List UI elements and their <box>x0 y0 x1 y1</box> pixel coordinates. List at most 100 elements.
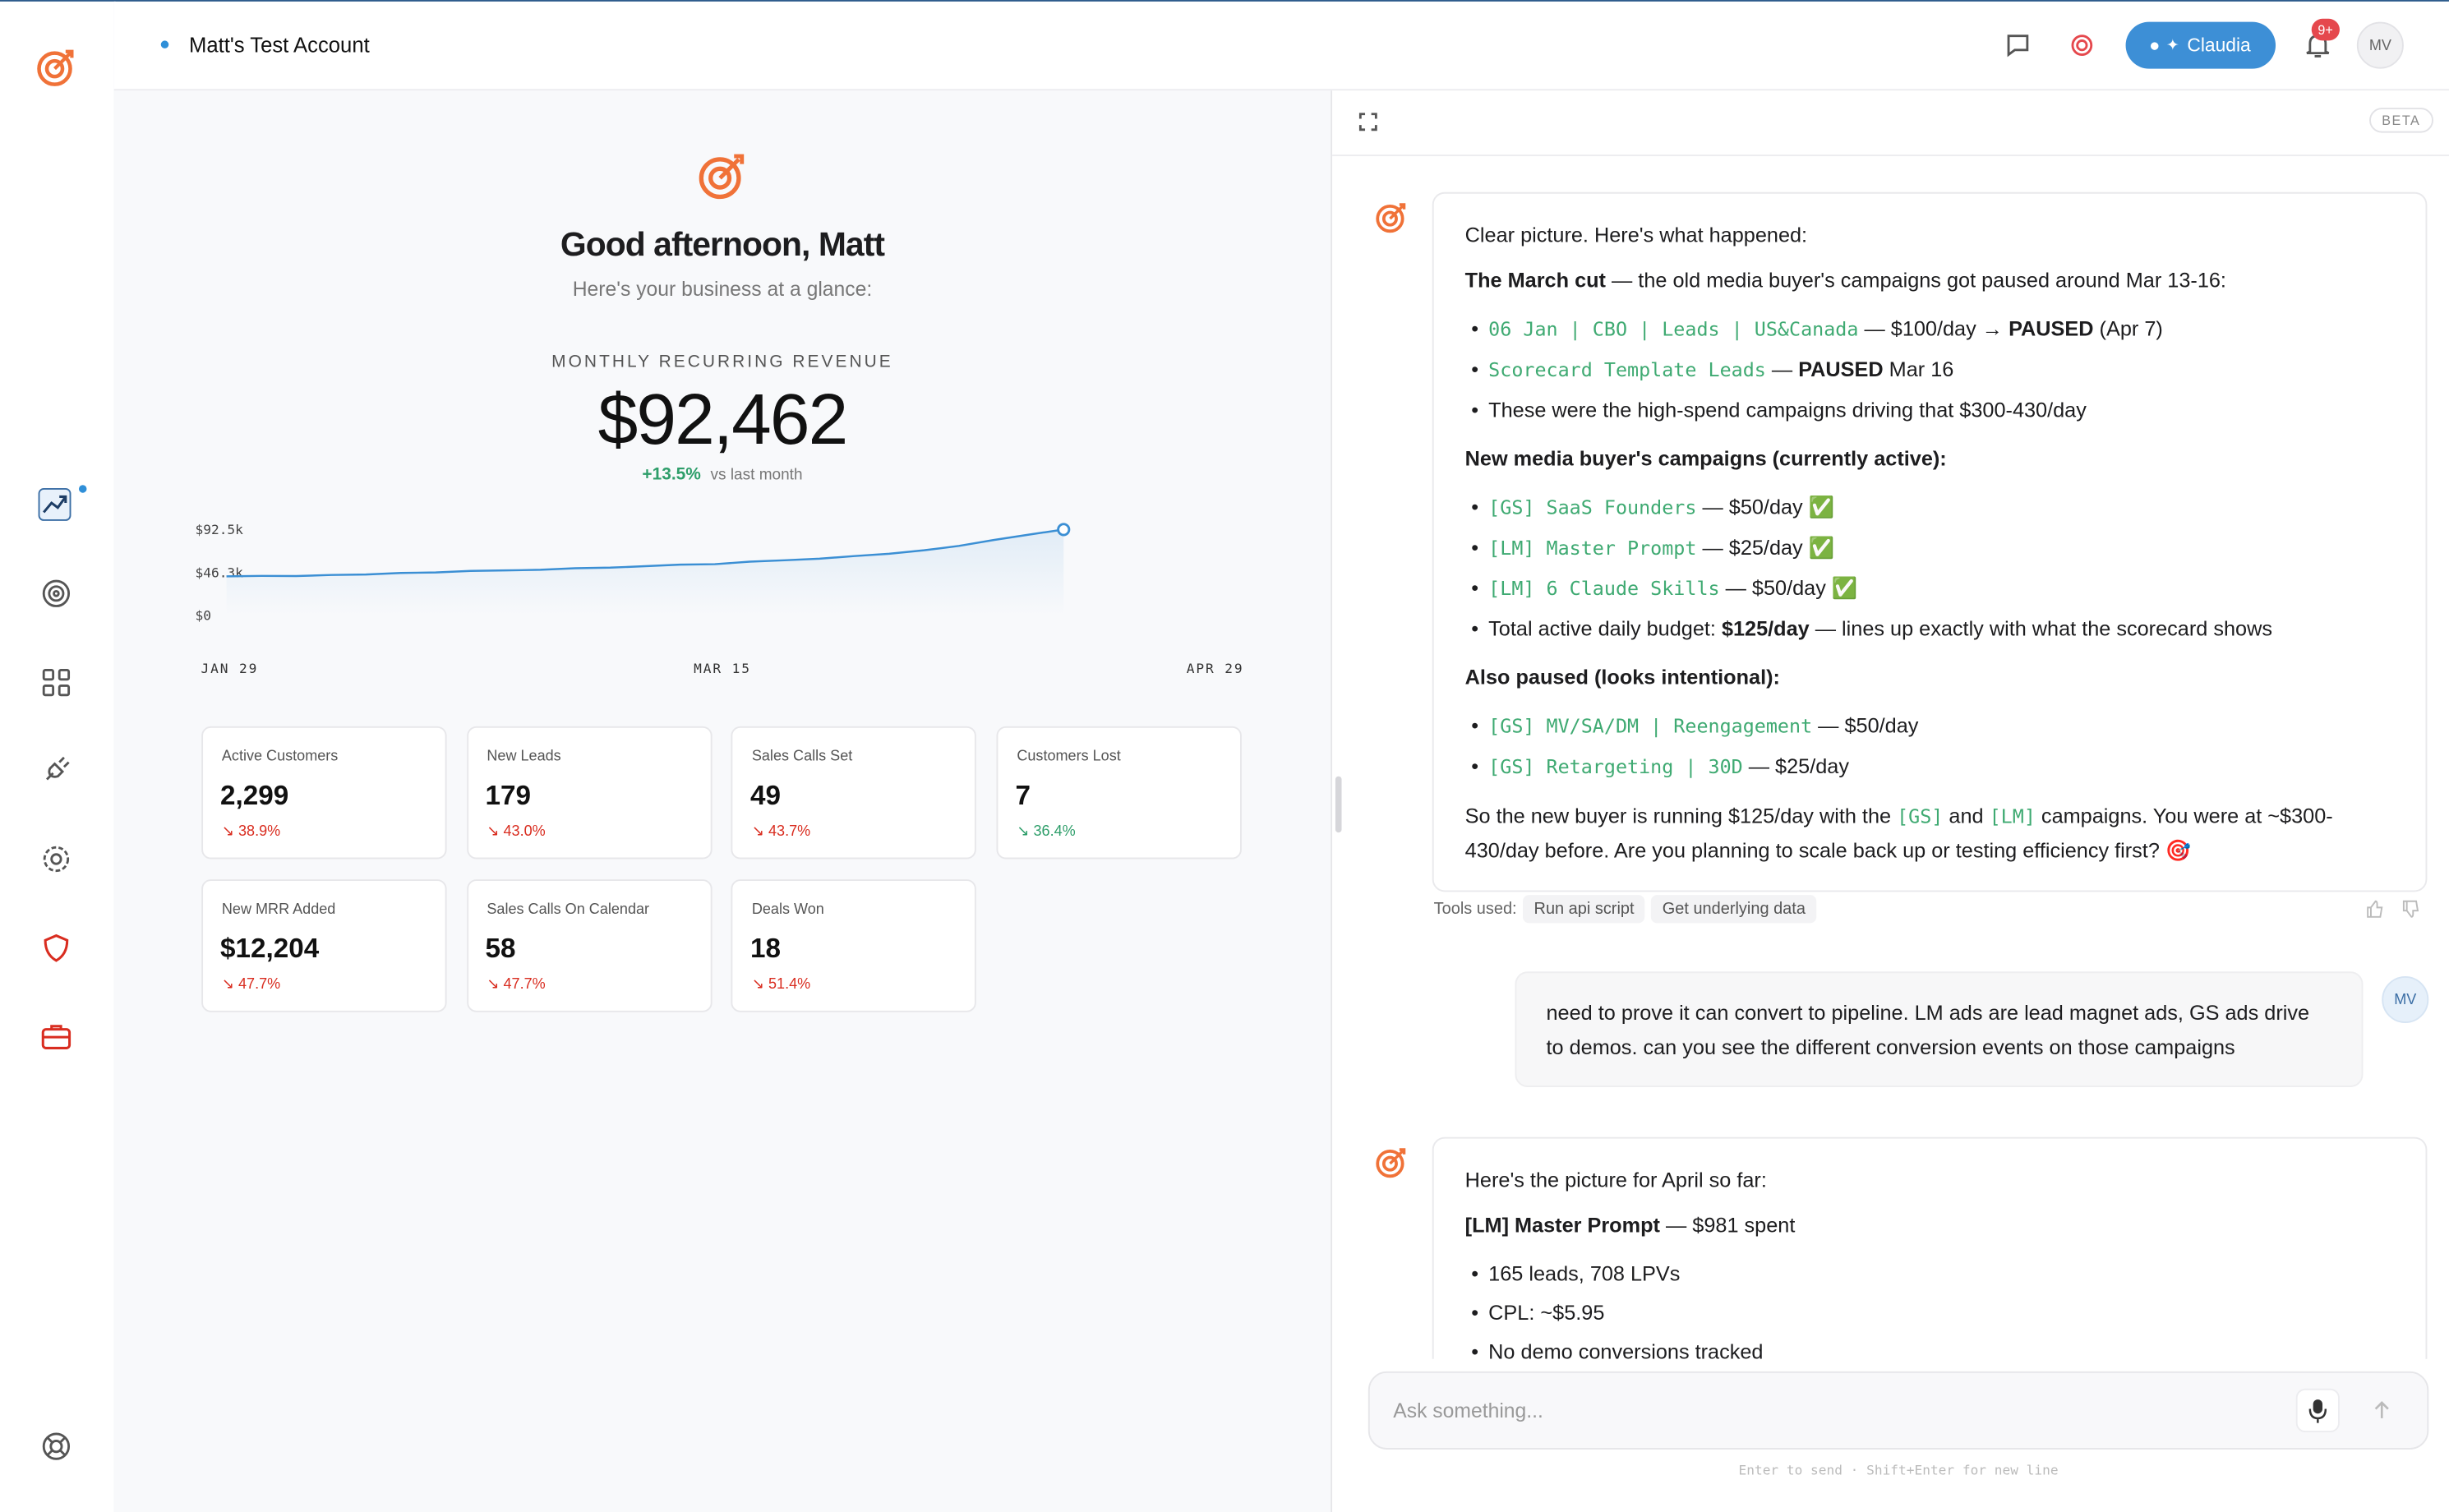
list-item: No demo conversions tracked <box>1465 1332 2395 1358</box>
list-item: CPL: ~$5.95 <box>1465 1293 2395 1333</box>
text: — $50/day ✅ <box>1719 576 1858 600</box>
x-tick-label: MAR 15 <box>694 661 751 676</box>
paragraph: New media buyer's campaigns (currently a… <box>1465 442 2395 475</box>
text: So the new buyer is running $125/day wit… <box>1464 804 1898 828</box>
text: — <box>1765 357 1799 381</box>
logo[interactable] <box>35 45 78 89</box>
input-placeholder: Ask something... <box>1393 1399 1543 1422</box>
card-value: 179 <box>485 779 531 811</box>
messages-icon[interactable] <box>2005 33 2030 58</box>
text: No demo conversions tracked <box>1488 1339 1764 1359</box>
y-tick-label: $0 <box>196 608 211 624</box>
mrr-change: +13.5% <box>642 465 701 485</box>
chat-input[interactable]: Ask something... <box>1367 1371 2429 1450</box>
card-label: Customers Lost <box>1017 748 1121 766</box>
assistant-message: Here's the picture for April so far: [LM]… <box>1432 1136 2428 1359</box>
account-name[interactable]: Matt's Test Account <box>188 33 370 58</box>
nav-settings[interactable] <box>40 843 71 874</box>
text: campaigns. You were at ~$300-430/day bef… <box>1464 804 2333 863</box>
y-tick-label: $92.5k <box>196 522 244 537</box>
assistant-message: Clear picture. Here's what happened: The … <box>1432 191 2428 892</box>
code-text: [GS] Retargeting | 30D <box>1488 755 1743 778</box>
paragraph: Also paused (looks intentional): <box>1465 661 2395 694</box>
card-value: 18 <box>749 932 781 964</box>
nav-tools[interactable] <box>40 1023 71 1051</box>
notification-badge: 9+ <box>2311 18 2340 41</box>
list-item: 06 Jan | CBO | Leads | US&Canada — $100/… <box>1465 309 2395 349</box>
tools-used: Tools used: Run api script Get underlying … <box>1434 895 1817 924</box>
text: Here's the picture for April so far: <box>1464 1168 1767 1192</box>
nav-trends[interactable] <box>38 484 91 524</box>
text: 165 leads, 708 LPVs <box>1488 1261 1681 1286</box>
text: — the old media buyer's campaigns got pa… <box>1605 268 2226 293</box>
nav-security[interactable] <box>42 933 70 964</box>
nav-apps[interactable] <box>42 669 71 697</box>
dashboard-logo <box>699 154 745 200</box>
text: — $50/day <box>1812 713 1919 738</box>
stat-card: Customers Lost 7 ↘ 36.4% <box>996 726 1243 860</box>
card-change: ↘ 47.7% <box>221 976 281 993</box>
status-dot <box>160 40 169 48</box>
bold-text: PAUSED <box>1798 357 1884 381</box>
bold-text: The March cut <box>1464 268 1606 293</box>
stat-card: Deals Won 18 ↘ 51.4% <box>731 879 977 1012</box>
text: — $100/day → <box>1858 316 2009 341</box>
bold-text: PAUSED <box>2009 316 2094 341</box>
target-icon[interactable] <box>2069 33 2094 58</box>
list-item: [GS] SaaS Founders — $50/day ✅ <box>1465 487 2395 528</box>
assistant-button[interactable]: ✦ Claudia <box>2125 21 2276 69</box>
code-text: [LM] Master Prompt <box>1488 537 1697 560</box>
text: CPL: ~$5.95 <box>1488 1301 1605 1325</box>
bold-text: Also paused (looks intentional): <box>1464 665 1780 689</box>
send-button[interactable] <box>2371 1399 2393 1422</box>
mic-button[interactable] <box>2295 1388 2340 1433</box>
list-item: 165 leads, 708 LPVs <box>1465 1254 2395 1293</box>
sidebar <box>0 1 116 1512</box>
text: Total active daily budget: <box>1488 616 1722 641</box>
text: — $25/day <box>1742 754 1849 778</box>
card-value: 7 <box>1015 779 1031 811</box>
text: and <box>1943 804 1990 828</box>
divider <box>1332 154 2449 157</box>
assistant-label: Claudia <box>2187 34 2251 57</box>
nav-goals[interactable] <box>40 578 71 609</box>
text: — $50/day ✅ <box>1696 495 1835 519</box>
dashboard: Good afternoon, Matt Here's your busines… <box>113 90 1333 1512</box>
greeting: Good afternoon, Matt <box>560 225 885 264</box>
text: These were the high-spend campaigns driv… <box>1488 398 2087 422</box>
card-change: ↘ 47.7% <box>487 976 546 993</box>
code-text: 06 Jan | CBO | Leads | US&Canada <box>1488 318 1859 341</box>
card-value: 2,299 <box>219 779 289 811</box>
x-tick-label: JAN 29 <box>201 661 259 676</box>
code-text: [LM] 6 Claude Skills <box>1488 578 1720 600</box>
mrr-change-note: vs last month <box>710 467 803 485</box>
card-label: New Leads <box>487 748 561 766</box>
user-avatar[interactable]: MV <box>2356 21 2404 69</box>
list-item: These were the high-spend campaigns driv… <box>1465 390 2395 430</box>
user-message-avatar: MV <box>2382 976 2429 1024</box>
card-change: ↘ 36.4% <box>1017 823 1076 841</box>
nav-help[interactable] <box>40 1431 71 1462</box>
code-text: Scorecard Template Leads <box>1488 359 1766 381</box>
stat-card: Sales Calls Set 49 ↘ 43.7% <box>731 726 977 860</box>
card-change: ↘ 38.9% <box>221 823 281 841</box>
nav-integrations[interactable] <box>40 754 71 786</box>
bold-text: New media buyer's campaigns (currently a… <box>1464 446 1947 471</box>
paragraph: The March cut — the old media buyer's ca… <box>1465 264 2395 297</box>
x-tick-label: APR 29 <box>1187 661 1244 676</box>
feedback-buttons[interactable] <box>2366 900 2419 919</box>
stat-cards: Active Customers 2,299 ↘ 38.9% New Leads 179… <box>201 726 1243 1012</box>
card-value: 58 <box>485 932 516 964</box>
resize-handle[interactable] <box>1335 776 1342 833</box>
text: — $25/day ✅ <box>1696 535 1835 560</box>
card-change: ↘ 43.7% <box>751 823 811 841</box>
expand-icon[interactable] <box>1358 113 1377 131</box>
text: (Apr 7) <box>2093 316 2163 341</box>
tool-chip: Get underlying data <box>1651 895 1817 924</box>
code-text: [GS] MV/SA/DM | Reengagement <box>1488 715 1813 738</box>
chat-scroll: Clear picture. Here's what happened: The … <box>1332 156 2449 1359</box>
end-point <box>1057 523 1071 537</box>
list-item: [GS] MV/SA/DM | Reengagement — $50/day <box>1465 706 2395 746</box>
bold-text: [LM] Master Prompt <box>1464 1213 1660 1238</box>
list-item: Total active daily budget: $125/day — li… <box>1465 609 2395 648</box>
